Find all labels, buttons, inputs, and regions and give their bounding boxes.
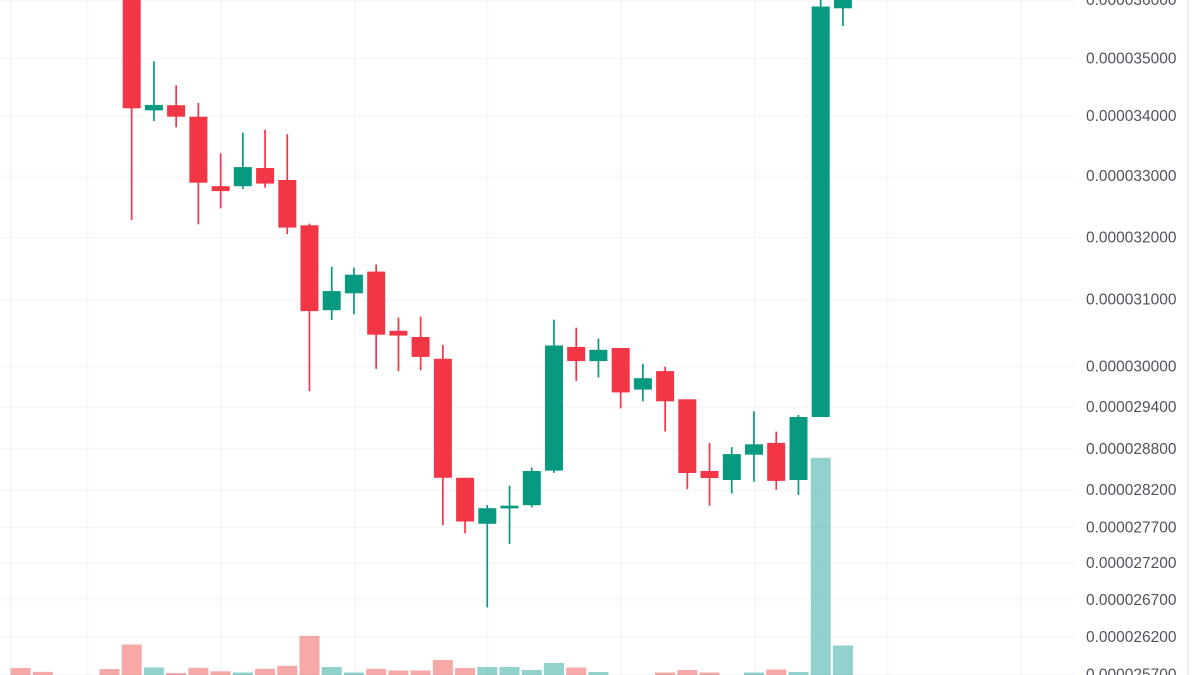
svg-text:0.000026700: 0.000026700 [1086, 592, 1177, 609]
svg-text:0.000034000: 0.000034000 [1086, 108, 1177, 125]
svg-text:0.000026200: 0.000026200 [1086, 629, 1177, 646]
svg-text:0.000030000: 0.000030000 [1086, 359, 1177, 376]
svg-text:0.000028800: 0.000028800 [1086, 441, 1177, 458]
svg-text:0.000032000: 0.000032000 [1086, 230, 1177, 247]
svg-text:0.000027200: 0.000027200 [1086, 555, 1177, 572]
svg-text:0.000035000: 0.000035000 [1086, 50, 1177, 67]
svg-text:0.000036000: 0.000036000 [1086, 0, 1177, 9]
svg-text:0.000027700: 0.000027700 [1086, 520, 1177, 537]
svg-text:0.000031000: 0.000031000 [1086, 292, 1177, 309]
svg-text:0.000028200: 0.000028200 [1086, 482, 1177, 499]
svg-text:0.000033000: 0.000033000 [1086, 168, 1177, 185]
svg-text:0.000025700: 0.000025700 [1086, 666, 1177, 675]
svg-text:0.000029400: 0.000029400 [1086, 399, 1177, 416]
